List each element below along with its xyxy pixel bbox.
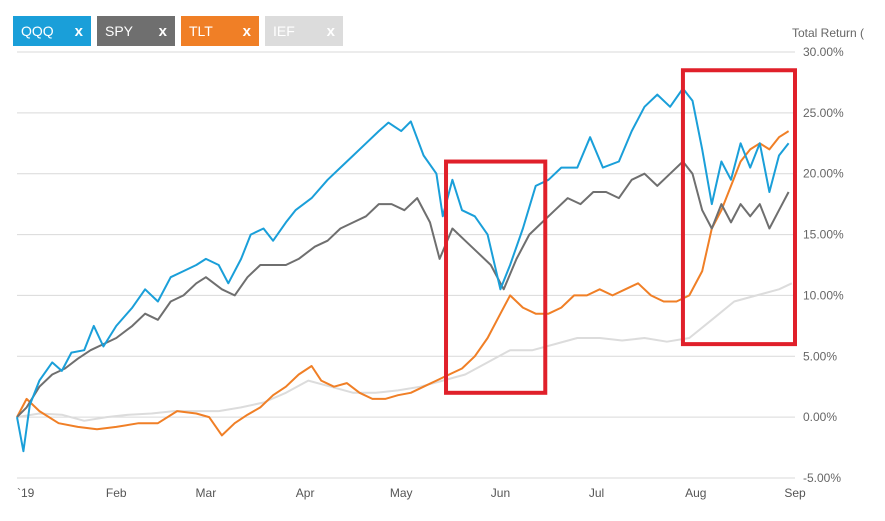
legend-label: IEF [273, 23, 295, 39]
legend: QQQ x SPY x TLT x IEF x [13, 16, 343, 46]
y-tick-label: 5.00% [803, 349, 837, 363]
legend-chip-ief[interactable]: IEF x [265, 16, 343, 46]
highlight-box-2 [680, 68, 797, 347]
y-axis-title: Total Return ( [792, 26, 865, 40]
x-tick-label: Feb [106, 486, 127, 500]
y-tick-label: 20.00% [803, 167, 844, 181]
x-tick-label: May [390, 486, 413, 500]
close-icon[interactable]: x [242, 22, 251, 40]
series-group [16, 87, 793, 453]
y-tick-label: 25.00% [803, 106, 844, 120]
legend-chip-spy[interactable]: SPY x [97, 16, 175, 46]
y-axis: 30.00% 25.00% 20.00% 15.00% 10.00% 5.00% 0.00%… [803, 45, 844, 485]
x-tick-label: Jul [589, 486, 604, 500]
series-line-tlt [16, 130, 790, 437]
legend-label: SPY [105, 23, 134, 39]
x-tick-label: Apr [296, 486, 315, 500]
highlight-box-1 [444, 159, 548, 395]
series-line-ief [16, 282, 793, 422]
x-tick-label: Mar [196, 486, 217, 500]
y-tick-label: 10.00% [803, 288, 844, 302]
legend-label: QQQ [21, 23, 54, 39]
x-tick-label: `19 [17, 486, 35, 500]
close-icon[interactable]: x [158, 22, 167, 40]
highlight-boxes [444, 68, 797, 395]
legend-chip-qqq[interactable]: QQQ x [13, 16, 91, 46]
legend-chip-tlt[interactable]: TLT x [181, 16, 259, 46]
legend-label: TLT [189, 23, 213, 39]
x-tick-label: Aug [685, 486, 706, 500]
grid [17, 51, 795, 479]
y-tick-label: -5.00% [803, 471, 841, 485]
x-tick-label: Sep [784, 486, 806, 500]
series-line-spy [16, 160, 790, 418]
close-icon[interactable]: x [326, 22, 335, 40]
y-tick-label: 15.00% [803, 228, 844, 242]
close-icon[interactable]: x [74, 22, 83, 40]
y-tick-label: 30.00% [803, 45, 844, 59]
x-tick-label: Jun [491, 486, 510, 500]
y-tick-label: 0.00% [803, 410, 837, 424]
x-axis: `19 Feb Mar Apr May Jun Jul Aug Sep [17, 486, 806, 500]
series-line-qqq [16, 87, 790, 453]
